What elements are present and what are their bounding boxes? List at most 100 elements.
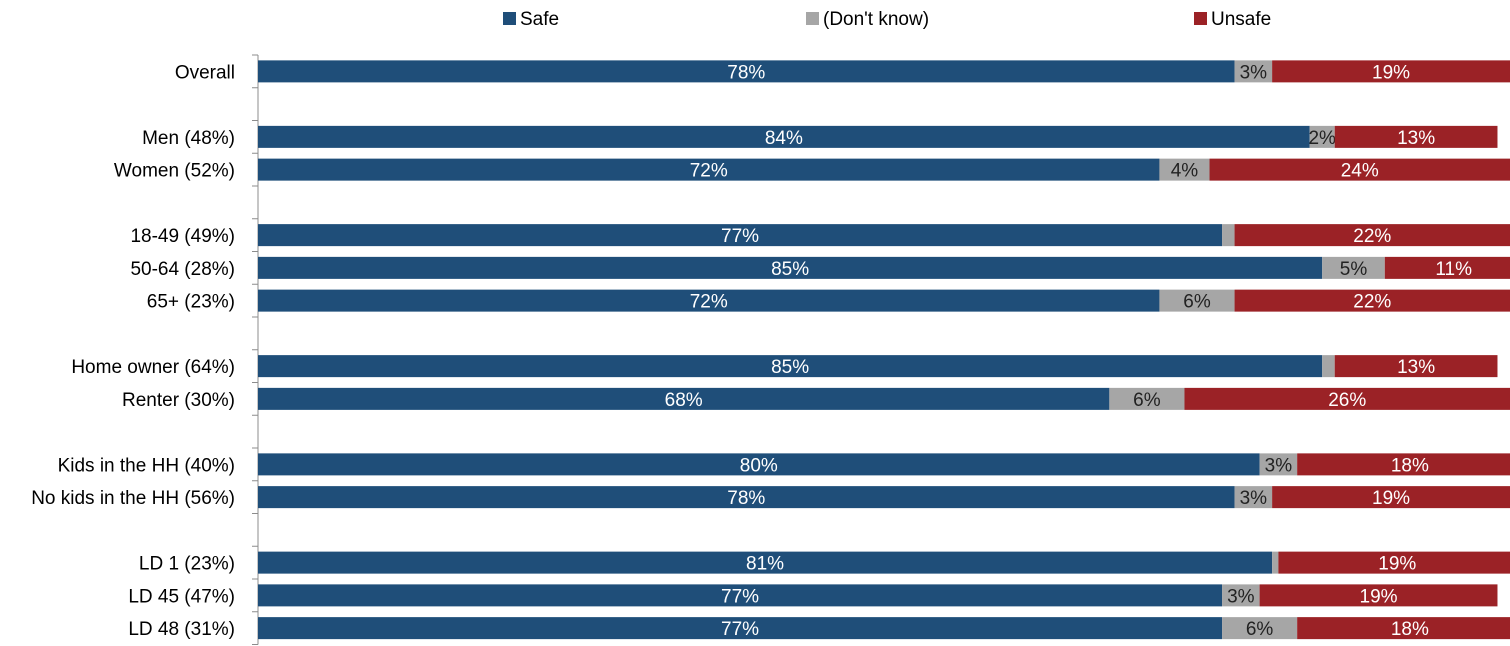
bar-segment-unsafe [1297, 617, 1510, 640]
data-label-don-t-know: 5% [1340, 259, 1368, 280]
bar-segment-safe [258, 617, 1223, 640]
bar-row-women-52: 72% 4% 24% [258, 158, 1510, 182]
category-label: Overall [175, 62, 235, 83]
category-label: LD 48 (31%) [128, 619, 235, 640]
legend-item-safe: Safe [503, 9, 559, 30]
data-label-don-t-know: 6% [1133, 390, 1161, 411]
category-label: Men (48%) [142, 128, 235, 149]
data-label-unsafe: 22% [1353, 226, 1391, 247]
data-label-unsafe: 13% [1397, 357, 1435, 378]
legend-label-unsafe: Unsafe [1211, 9, 1271, 30]
data-label-safe: 77% [721, 619, 759, 640]
bar-row-18-49-49: 77% 22% [258, 224, 1510, 247]
bar-segment-unsafe [1234, 224, 1510, 247]
bar-row-men-48: 84% 2% 13% [258, 125, 1498, 149]
category-label: LD 45 (47%) [128, 586, 235, 607]
bar-segment-safe [258, 224, 1223, 247]
category-label: LD 1 (23%) [139, 554, 235, 575]
legend-swatch-don-t-know [806, 12, 819, 25]
chart-legend: Safe (Don't know) Unsafe [503, 9, 1271, 30]
data-label-safe: 84% [765, 128, 803, 149]
category-label: 65+ (23%) [147, 292, 235, 313]
bar-segment-don-t-know [1272, 551, 1279, 574]
bar-segment-unsafe [1234, 289, 1510, 312]
data-label-unsafe: 18% [1391, 455, 1429, 476]
data-label-unsafe: 18% [1391, 619, 1429, 640]
bar-row-ld-48-31: 77% 6% 18% [258, 617, 1510, 640]
data-label-safe: 81% [746, 554, 784, 575]
bar-segment-unsafe [1272, 60, 1510, 83]
data-label-don-t-know: 2% [1308, 128, 1336, 149]
bar-segment-don-t-know [1159, 289, 1235, 312]
data-label-safe: 72% [690, 161, 728, 182]
category-label: No kids in the HH (56%) [31, 488, 235, 509]
category-labels: Overall Men (48%) Women (52%) 18-49 (49%) 50… [31, 62, 235, 640]
data-label-don-t-know: 3% [1240, 488, 1268, 509]
bar-row-no-kids-in-the-hh-56: 78% 3% 19% [258, 486, 1510, 509]
bar-segment-don-t-know [1309, 125, 1335, 148]
legend-swatch-unsafe [1194, 12, 1207, 25]
data-label-safe: 68% [665, 390, 703, 411]
bar-segment-don-t-know [1222, 617, 1298, 640]
category-label: Kids in the HH (40%) [58, 455, 235, 476]
data-label-unsafe: 11% [1435, 259, 1472, 280]
category-label: 18-49 (49%) [130, 226, 235, 247]
data-label-safe: 80% [740, 455, 778, 476]
bar-segment-unsafe [1259, 584, 1498, 607]
legend-item-unsafe: Unsafe [1194, 9, 1271, 30]
data-label-unsafe: 24% [1341, 161, 1379, 182]
bar-segment-unsafe [1184, 387, 1510, 410]
data-label-safe: 85% [771, 259, 809, 280]
bar-row-overall: 78% 3% 19% [258, 60, 1510, 83]
bar-row-65-23: 72% 6% 22% [258, 289, 1510, 313]
bar-row-renter-30: 68% 6% 26% [258, 387, 1510, 411]
legend-label-don-t-know: (Don't know) [823, 9, 929, 30]
legend-label-safe: Safe [520, 9, 559, 30]
legend-item-don-t-know: (Don't know) [806, 9, 929, 30]
bar-segment-unsafe [1209, 158, 1510, 181]
data-label-unsafe: 19% [1360, 586, 1398, 607]
bar-segment-don-t-know [1234, 60, 1273, 83]
data-label-safe: 77% [721, 586, 759, 607]
bar-segment-safe [258, 158, 1160, 181]
bar-segment-unsafe [1384, 256, 1510, 279]
data-label-don-t-know: 6% [1183, 292, 1211, 313]
data-label-safe: 78% [727, 488, 765, 509]
bar-segment-don-t-know [1222, 224, 1235, 247]
data-label-don-t-know: 3% [1227, 586, 1255, 607]
data-label-don-t-know: 6% [1246, 619, 1274, 640]
bar-row-50-64-28: 85% 5% 11% [258, 256, 1510, 280]
data-label-safe: 77% [721, 226, 759, 247]
category-axis [252, 54, 259, 645]
bar-segment-safe [258, 387, 1110, 410]
data-label-unsafe: 19% [1378, 554, 1416, 575]
bar-segment-unsafe [1334, 125, 1498, 148]
bar-row-kids-in-the-hh-40: 80% 3% 18% [258, 453, 1510, 476]
bar-segment-unsafe [1272, 486, 1510, 509]
category-label: 50-64 (28%) [130, 259, 235, 280]
data-label-don-t-know: 3% [1265, 455, 1293, 476]
data-label-unsafe: 19% [1372, 488, 1410, 509]
bar-segment-safe [258, 453, 1260, 476]
bar-segment-safe [258, 60, 1235, 83]
bar-segment-don-t-know [1234, 486, 1273, 509]
bar-segment-safe [258, 486, 1235, 509]
bar-segment-safe [258, 355, 1323, 378]
data-label-safe: 72% [690, 292, 728, 313]
legend-swatch-safe [503, 12, 516, 25]
bar-segment-safe [258, 125, 1310, 148]
bar-segment-safe [258, 584, 1223, 607]
bar-segment-don-t-know [1322, 256, 1385, 279]
bar-segment-unsafe [1334, 355, 1498, 378]
data-label-safe: 78% [727, 62, 765, 83]
category-label: Home owner (64%) [71, 357, 235, 378]
data-label-don-t-know: 4% [1171, 161, 1199, 182]
data-label-unsafe: 22% [1353, 292, 1391, 313]
bar-segment-don-t-know [1109, 387, 1185, 410]
bar-segment-don-t-know [1259, 453, 1298, 476]
bar-segment-don-t-know [1222, 584, 1260, 607]
bar-segment-safe [258, 289, 1160, 312]
bar-segment-don-t-know [1322, 355, 1335, 378]
bar-segment-unsafe [1278, 551, 1510, 574]
